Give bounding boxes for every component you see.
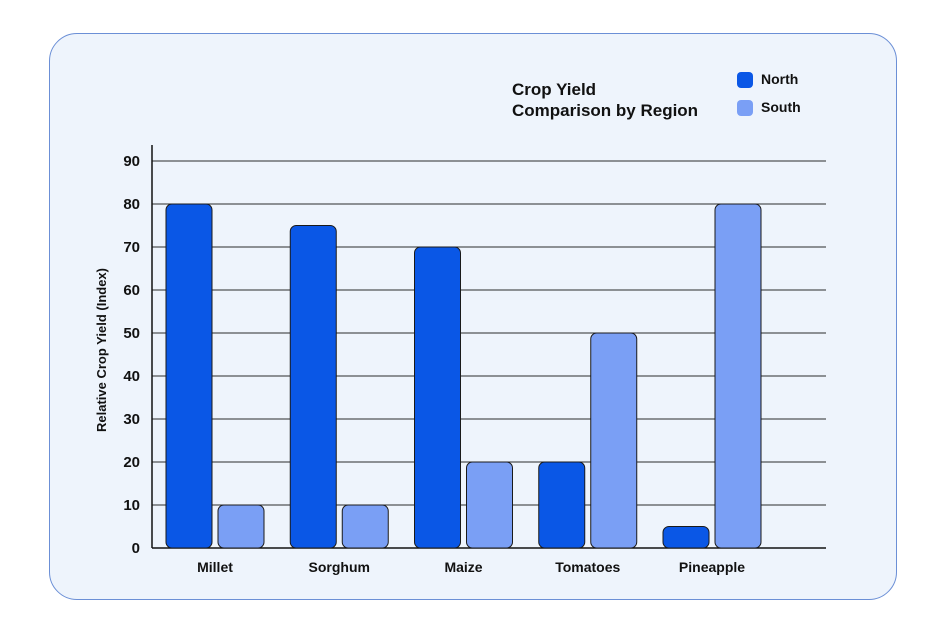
bar-north-maize [414, 246, 461, 549]
y-tick-label: 70 [123, 239, 140, 256]
y-tick-label: 40 [123, 368, 140, 385]
chart-title-line-2: Comparison by Region [512, 101, 698, 120]
legend: North South [737, 71, 801, 116]
bar-south-millet [217, 504, 265, 549]
y-axis-label: Relative Crop Yield (Index) [94, 268, 109, 432]
y-tick-label: 0 [132, 540, 140, 557]
y-tick-label: 50 [123, 325, 140, 342]
y-tick-label: 60 [123, 282, 140, 299]
bar-north-pineapple [662, 526, 710, 549]
x-tick-labels: Millet Sorghum Maize Tomatoes Pineapple [197, 559, 745, 575]
legend-swatch-north [737, 72, 753, 88]
bars [165, 203, 762, 549]
y-tick-label: 90 [123, 153, 140, 170]
bar-south-tomatoes [590, 332, 638, 549]
y-tick-label: 20 [123, 454, 140, 471]
legend-label-south: South [761, 99, 801, 115]
x-tick-label: Tomatoes [555, 559, 620, 575]
bar-south-sorghum [341, 504, 389, 549]
x-tick-label: Pineapple [679, 559, 745, 575]
bar-north-sorghum [289, 225, 337, 549]
bar-south-pineapple [714, 203, 762, 549]
y-tick-label: 10 [123, 497, 140, 514]
y-tick-labels: 0 10 20 30 40 50 60 70 80 90 [123, 153, 140, 557]
bar-south-maize [466, 461, 513, 549]
legend-swatch-south [737, 100, 753, 116]
bar-north-tomatoes [538, 461, 586, 549]
x-tick-label: Maize [444, 559, 482, 575]
x-tick-label: Millet [197, 559, 233, 575]
y-tick-label: 30 [123, 411, 140, 428]
legend-label-north: North [761, 71, 798, 87]
y-tick-label: 80 [123, 196, 140, 213]
x-tick-label: Sorghum [309, 559, 370, 575]
gridlines [152, 160, 826, 506]
chart-title-line-1: Crop Yield [512, 80, 596, 99]
bar-north-millet [165, 203, 213, 549]
